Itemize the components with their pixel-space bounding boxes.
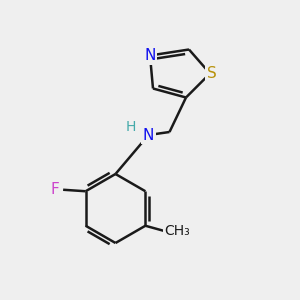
Text: N: N — [143, 128, 154, 142]
Text: N: N — [144, 48, 156, 63]
Text: CH₃: CH₃ — [165, 224, 190, 238]
Text: S: S — [207, 66, 216, 81]
Text: H: H — [125, 121, 136, 134]
Text: F: F — [50, 182, 59, 197]
